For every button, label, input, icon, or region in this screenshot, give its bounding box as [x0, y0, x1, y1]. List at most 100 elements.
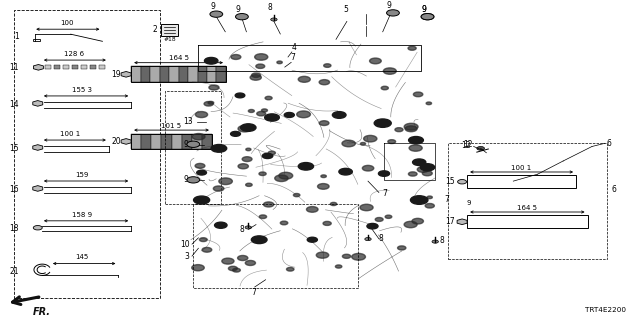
- Circle shape: [342, 140, 355, 147]
- Text: 19: 19: [111, 70, 121, 79]
- Circle shape: [324, 64, 331, 67]
- Circle shape: [427, 196, 433, 199]
- Circle shape: [208, 101, 214, 104]
- Circle shape: [200, 238, 207, 242]
- Circle shape: [187, 141, 200, 148]
- Text: 101 5: 101 5: [161, 123, 182, 129]
- Circle shape: [352, 253, 365, 260]
- Bar: [172, 134, 182, 149]
- Bar: [141, 134, 151, 149]
- Text: 8: 8: [439, 236, 444, 245]
- Bar: [159, 67, 169, 82]
- Text: 20: 20: [111, 137, 121, 146]
- Text: 9: 9: [421, 4, 426, 13]
- Text: 100 1: 100 1: [511, 165, 532, 171]
- Text: 8: 8: [268, 3, 273, 12]
- Circle shape: [210, 11, 223, 17]
- Circle shape: [238, 125, 252, 132]
- Text: 8: 8: [379, 234, 383, 243]
- Text: 2: 2: [152, 25, 157, 35]
- Text: 3: 3: [184, 252, 189, 260]
- Circle shape: [362, 165, 374, 171]
- Circle shape: [196, 170, 207, 175]
- Circle shape: [232, 268, 241, 272]
- Circle shape: [383, 68, 396, 74]
- Text: 159: 159: [75, 172, 88, 178]
- Bar: [202, 134, 212, 149]
- Circle shape: [33, 226, 42, 230]
- Circle shape: [387, 10, 399, 16]
- Circle shape: [413, 92, 423, 97]
- Text: 5: 5: [343, 4, 348, 13]
- Circle shape: [262, 153, 273, 158]
- Text: 145: 145: [75, 254, 88, 260]
- Circle shape: [235, 93, 245, 98]
- Circle shape: [277, 61, 282, 64]
- Circle shape: [374, 119, 391, 127]
- Circle shape: [397, 246, 406, 250]
- Bar: [99, 65, 105, 69]
- Circle shape: [381, 86, 388, 90]
- Text: 158 9: 158 9: [72, 212, 92, 218]
- Text: 100 1: 100 1: [60, 131, 81, 137]
- Circle shape: [339, 168, 352, 175]
- Circle shape: [408, 172, 417, 176]
- Circle shape: [209, 85, 219, 90]
- Bar: [54, 65, 60, 69]
- Bar: [207, 67, 216, 82]
- Bar: [151, 134, 161, 149]
- Text: #18: #18: [163, 37, 176, 43]
- Circle shape: [204, 58, 218, 64]
- Circle shape: [421, 13, 434, 20]
- Circle shape: [265, 114, 279, 121]
- Circle shape: [214, 222, 227, 228]
- Circle shape: [298, 163, 314, 170]
- Circle shape: [256, 64, 265, 68]
- Bar: [141, 67, 150, 82]
- Bar: [33, 39, 40, 41]
- Bar: [448, 143, 607, 259]
- Text: FR.: FR.: [33, 308, 51, 317]
- Circle shape: [408, 46, 416, 50]
- Circle shape: [187, 177, 200, 183]
- Circle shape: [426, 102, 431, 105]
- Circle shape: [395, 128, 403, 132]
- Text: 7: 7: [383, 188, 388, 197]
- Circle shape: [420, 164, 435, 171]
- Circle shape: [228, 266, 237, 271]
- Circle shape: [297, 111, 310, 118]
- Circle shape: [408, 137, 424, 144]
- Circle shape: [364, 135, 377, 142]
- Text: 164 5: 164 5: [168, 55, 189, 61]
- Circle shape: [413, 159, 426, 165]
- Text: 15: 15: [445, 177, 454, 186]
- Bar: [467, 175, 576, 188]
- Text: 9: 9: [387, 1, 392, 10]
- Circle shape: [412, 218, 424, 224]
- Circle shape: [245, 260, 255, 266]
- Bar: [192, 134, 202, 149]
- Bar: [81, 65, 87, 69]
- Circle shape: [245, 226, 252, 229]
- Bar: [131, 134, 212, 149]
- Text: 17: 17: [445, 217, 454, 226]
- Circle shape: [192, 133, 205, 140]
- Bar: [150, 67, 159, 82]
- Text: 14: 14: [10, 100, 19, 109]
- Circle shape: [378, 171, 390, 176]
- Text: 6: 6: [612, 185, 617, 194]
- Bar: [161, 134, 172, 149]
- Circle shape: [405, 126, 417, 132]
- Text: 18: 18: [10, 224, 19, 233]
- Bar: [169, 67, 179, 82]
- Circle shape: [367, 223, 378, 229]
- Circle shape: [241, 124, 256, 131]
- Bar: [63, 65, 69, 69]
- Circle shape: [193, 196, 210, 204]
- Circle shape: [417, 167, 429, 172]
- Circle shape: [264, 202, 274, 207]
- Bar: [198, 67, 207, 82]
- Text: 7: 7: [291, 53, 296, 62]
- Bar: [182, 134, 192, 149]
- Bar: [90, 65, 96, 69]
